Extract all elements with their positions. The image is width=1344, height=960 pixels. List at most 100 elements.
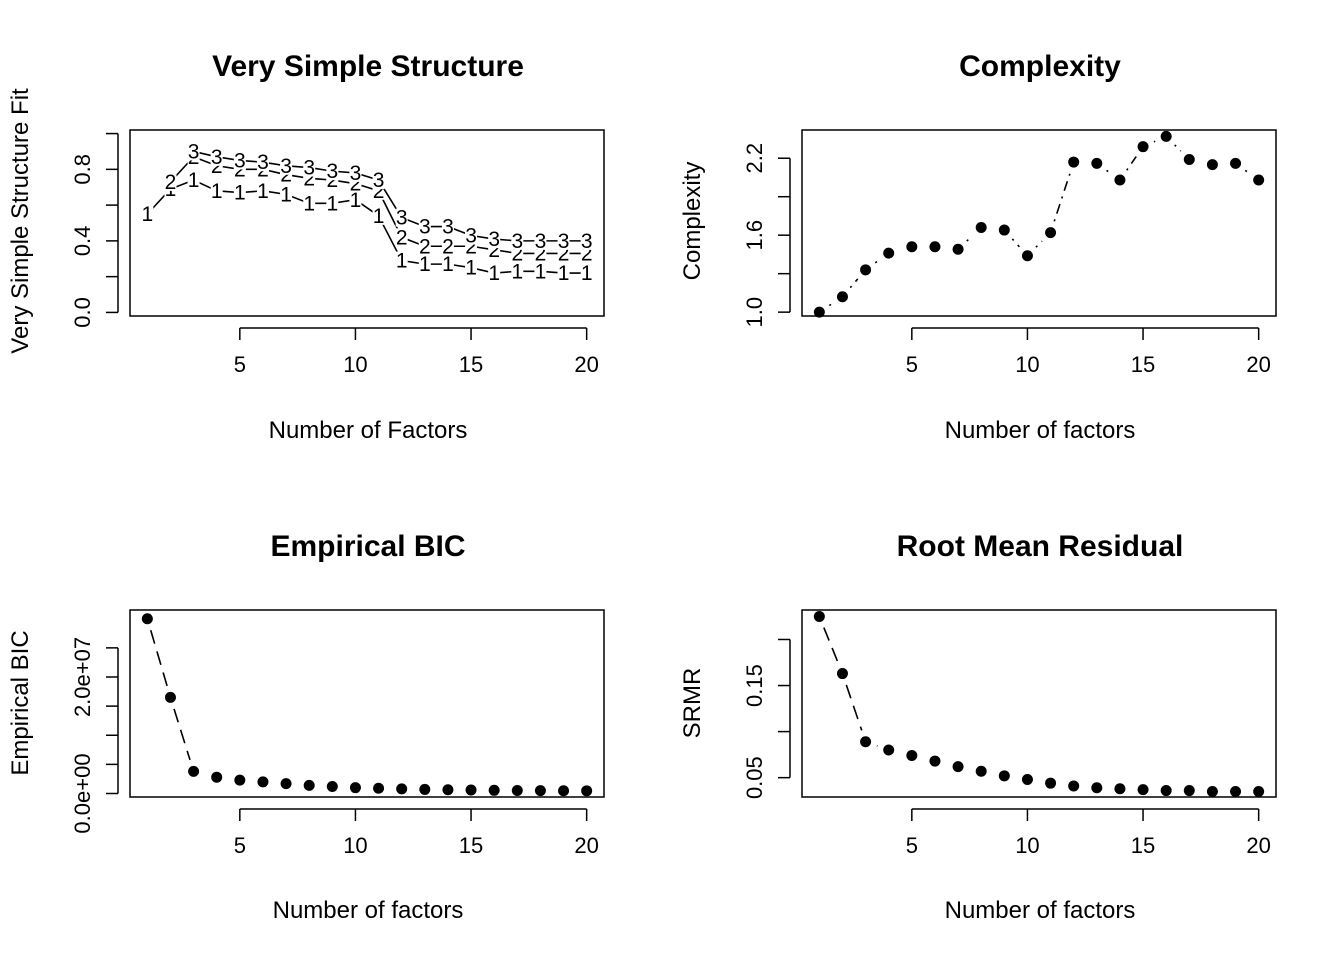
vss-point-marker-3: 3 [280,155,292,178]
complexity-line-segment [828,302,833,307]
vss-point-marker-1: 1 [234,182,246,205]
vss-x-tick-label: 20 [574,352,598,377]
srmr-y-tick-label: 0.05 [742,756,767,799]
vss-digit-mask [580,264,593,283]
vss-point-marker-1: 1 [396,250,408,273]
srmr-x-tick-label: 10 [1015,833,1039,858]
complexity-data-point [998,224,1010,236]
vss-digit-mask [280,156,293,175]
ebic-x-axis-label: Number of factors [273,897,464,924]
ebic-data-point [257,776,269,788]
vss-digit-mask [233,151,246,170]
complexity-x-axis-label: Number of factors [945,417,1136,444]
vss-digit-mask [465,226,478,245]
ebic-line-segment [149,630,168,687]
ebic-data-point [211,771,223,783]
ebic-data-point [141,613,153,625]
vss-digit-mask [557,231,570,250]
complexity-data-point [1068,156,1080,168]
ebic-data-point [442,784,454,796]
complexity-line-segment [1174,144,1182,152]
vss-digit-mask [395,228,408,247]
complexity-data-point [1045,227,1057,239]
ebic-x-tick-label: 20 [574,833,598,858]
vss-digit-mask [395,251,408,270]
complexity-data-point [1183,154,1195,166]
vss-digit-mask [326,162,339,181]
srmr-data-point [929,755,941,767]
vss-point-marker-3: 3 [211,146,223,169]
vss-digit-mask [164,172,177,191]
vss-point-marker-2: 2 [234,158,246,181]
srmr-x-tick-label: 15 [1131,833,1155,858]
vss-digit-mask [233,183,246,202]
vss-y-axis-label: Very Simple Structure Fit [7,88,34,354]
complexity-line-segment [874,259,880,264]
vss-digit-mask [441,217,454,236]
vss-digit-mask [511,262,524,281]
srmr-plot-frame [801,609,1277,798]
complexity-y-axis-label: Complexity [679,162,706,281]
vss-point-marker-3: 3 [234,149,246,172]
vss-point-marker-1: 1 [511,260,523,283]
vss-digit-mask [441,237,454,256]
ebic-plot-frame [129,609,605,798]
srmr-data-point [883,744,895,756]
ebic-title: Empirical BIC [270,530,465,563]
ebic-data-point [373,782,385,794]
vss-digit-mask [141,205,154,224]
vss-digit-mask [418,237,431,256]
vss-digit-mask [465,258,478,277]
vss-point-marker-3: 3 [373,169,385,192]
vss-digit-mask [349,163,362,182]
vss-point-marker-2: 2 [442,235,454,258]
vss-digit-mask [511,231,524,250]
vss-point-marker-2: 2 [535,242,547,265]
vss-point-marker-3: 3 [326,160,338,183]
vss-point-marker-1: 1 [373,205,385,228]
vss-point-marker-1: 1 [488,262,500,285]
vss-point-marker-3: 3 [303,157,315,180]
srmr-data-point [836,668,848,680]
srmr-line-segment [823,627,839,663]
vss-point-marker-2: 2 [396,226,408,249]
vss-digit-mask [557,264,570,283]
vss-y-tick-label: 0.4 [70,226,95,257]
vss-point-marker-2: 2 [558,242,570,265]
ebic-data-point [465,784,477,796]
complexity-data-point [906,241,918,253]
srmr-data-point [1230,785,1242,797]
vss-point-marker-3: 3 [257,151,269,174]
ebic-data-point [349,782,361,794]
complexity-line-segment [1035,240,1043,248]
complexity-y-tick-label: 1.6 [742,220,767,251]
vss-digit-mask [441,255,454,274]
vss-digit-mask [210,181,223,200]
complexity-line-segment [1153,140,1156,143]
vss-digit-mask [326,194,339,213]
complexity-panel: Complexity Number of factors Complexity … [679,50,1277,444]
vss-x-tick-label: 15 [459,352,483,377]
vss-digit-mask [349,190,362,209]
vss-point-marker-1: 1 [141,203,153,226]
srmr-data-point [952,761,964,773]
vss-digit-mask [372,171,385,190]
vss-digit-mask [395,208,408,227]
vss-plot-frame [129,129,605,317]
vss-digit-mask [303,194,316,213]
vss-point-marker-1: 1 [419,253,431,276]
vss-point-marker-3: 3 [188,140,200,163]
vss-digit-mask [580,231,593,250]
vss-digit-mask [418,217,431,236]
complexity-data-point [1230,157,1242,169]
complexity-line-segment [1106,169,1111,174]
vss-point-marker-2: 2 [511,242,523,265]
vss-point-marker-3: 3 [465,225,477,248]
complexity-data-point [1114,174,1126,186]
vss-point-marker-3: 3 [442,216,454,239]
ebic-y-axis-label: Empirical BIC [7,630,34,775]
srmr-x-tick-label: 20 [1246,833,1270,858]
vss-point-marker-1: 1 [535,260,547,283]
srmr-panel: Root Mean Residual Number of factors SRM… [679,530,1277,924]
srmr-data-point [1160,785,1172,797]
